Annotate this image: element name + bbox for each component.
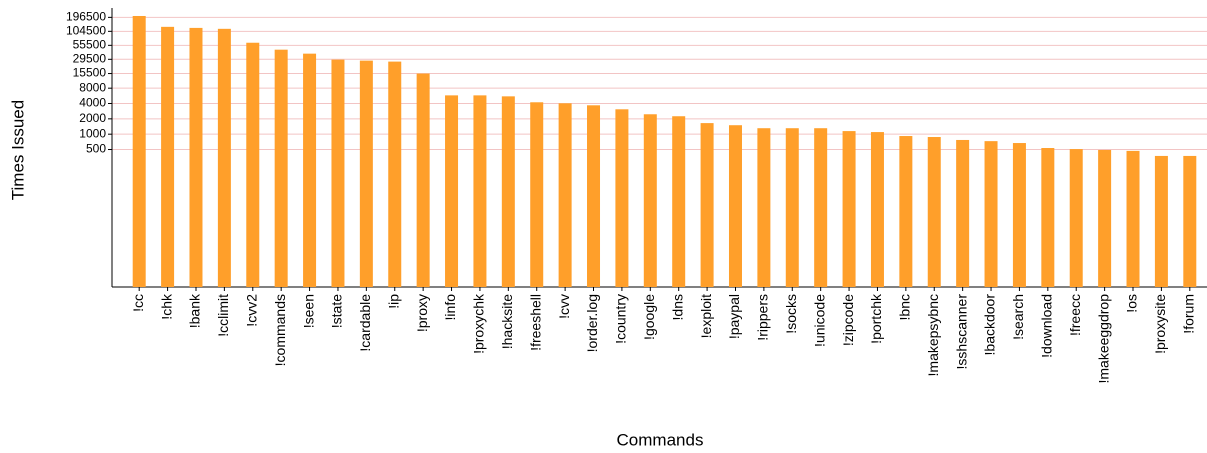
y-tick-label: 1000 bbox=[79, 126, 106, 140]
y-tick-label: 2000 bbox=[79, 111, 106, 125]
bar bbox=[1183, 155, 1197, 287]
bar bbox=[814, 128, 828, 287]
x-tick-label: !zipcode bbox=[840, 294, 856, 346]
bar bbox=[1069, 149, 1083, 287]
bar bbox=[927, 137, 941, 287]
x-tick-label: !os bbox=[1124, 294, 1140, 313]
x-tick-label: !download bbox=[1039, 294, 1055, 358]
bar bbox=[700, 123, 714, 288]
x-tick-label: !proxy bbox=[414, 294, 430, 332]
x-tick-label: !hacksite bbox=[499, 294, 515, 349]
bar bbox=[1098, 149, 1112, 287]
x-tick-label: !rippers bbox=[755, 294, 771, 341]
bar bbox=[161, 26, 175, 287]
bar bbox=[501, 96, 515, 287]
bar bbox=[757, 128, 771, 287]
bar bbox=[956, 139, 970, 287]
y-tick-label: 500 bbox=[86, 142, 106, 156]
x-tick-label: !freeshell bbox=[527, 294, 543, 351]
x-tick-label: !proxychk bbox=[471, 293, 487, 354]
bar bbox=[303, 53, 317, 288]
bar bbox=[473, 95, 487, 287]
bar bbox=[842, 131, 856, 287]
x-tick-label: !paypal bbox=[726, 294, 742, 339]
x-tick-label: !cc bbox=[130, 294, 146, 312]
x-tick-label: !order.log bbox=[584, 294, 600, 352]
bar bbox=[530, 102, 544, 287]
bar bbox=[672, 116, 686, 287]
x-tick-label: !backdoor bbox=[982, 294, 998, 356]
bar bbox=[785, 128, 799, 287]
y-tick-label: 29500 bbox=[73, 51, 107, 65]
bar bbox=[331, 59, 345, 287]
bar bbox=[359, 60, 373, 287]
bar bbox=[1154, 155, 1168, 287]
x-tick-label: !exploit bbox=[698, 294, 714, 338]
y-tick-label: 196500 bbox=[66, 10, 106, 24]
x-tick-label: !cclimit bbox=[215, 294, 231, 337]
bar bbox=[870, 132, 884, 287]
x-tick-label: !cvv bbox=[556, 294, 572, 319]
x-tick-label: !sshscanner bbox=[953, 294, 969, 370]
x-tick-label: !unicode bbox=[811, 294, 827, 347]
x-tick-label: !state bbox=[329, 294, 345, 328]
y-tick-label: 4000 bbox=[79, 96, 106, 110]
x-tick-label: !search bbox=[1010, 294, 1026, 340]
x-tick-label: !bank bbox=[187, 293, 203, 328]
bar bbox=[388, 61, 402, 287]
bar bbox=[984, 141, 998, 287]
x-tick-label: !dns bbox=[669, 294, 685, 320]
x-tick-label: !socks bbox=[783, 294, 799, 334]
x-tick-label: !makeeggdrop bbox=[1095, 294, 1111, 384]
y-tick-label: 55500 bbox=[73, 38, 107, 52]
bar bbox=[587, 105, 601, 287]
x-tick-label: !freecc bbox=[1067, 294, 1083, 336]
x-tick-label: !proxysite bbox=[1152, 294, 1168, 354]
x-tick-label: !bnc bbox=[897, 294, 913, 320]
bar bbox=[416, 73, 430, 287]
x-tick-label: !google bbox=[641, 294, 657, 340]
x-tick-label: !seen bbox=[300, 294, 316, 328]
bar bbox=[1126, 150, 1140, 287]
bar bbox=[1012, 143, 1026, 287]
bar bbox=[643, 114, 657, 287]
bar bbox=[615, 109, 629, 287]
x-tick-label: !makepsybnc bbox=[925, 294, 941, 376]
y-axis-label: Times Issued bbox=[8, 100, 27, 200]
x-tick-label: !cardable bbox=[357, 294, 373, 352]
x-tick-label: !ip bbox=[385, 294, 401, 309]
x-tick-label: !cvv2 bbox=[243, 294, 259, 327]
bar bbox=[246, 42, 260, 287]
x-tick-label: !info bbox=[442, 294, 458, 321]
x-tick-label: !chk bbox=[158, 293, 174, 320]
x-tick-label: !country bbox=[613, 294, 629, 344]
x-axis-label: Commands bbox=[617, 430, 704, 449]
bar bbox=[274, 49, 288, 287]
x-tick-label: !commands bbox=[272, 294, 288, 366]
y-tick-label: 8000 bbox=[79, 80, 106, 94]
bar bbox=[558, 103, 572, 287]
y-tick-label: 104500 bbox=[66, 24, 106, 38]
bar bbox=[132, 15, 146, 287]
x-tick-label: !forum bbox=[1181, 294, 1197, 334]
bar bbox=[217, 28, 231, 287]
bar bbox=[189, 27, 203, 288]
bar bbox=[899, 136, 913, 287]
bar bbox=[1041, 148, 1055, 287]
bar bbox=[445, 95, 459, 287]
bar bbox=[728, 125, 742, 287]
y-tick-label: 15500 bbox=[73, 66, 107, 80]
x-tick-label: !portchk bbox=[868, 293, 884, 344]
